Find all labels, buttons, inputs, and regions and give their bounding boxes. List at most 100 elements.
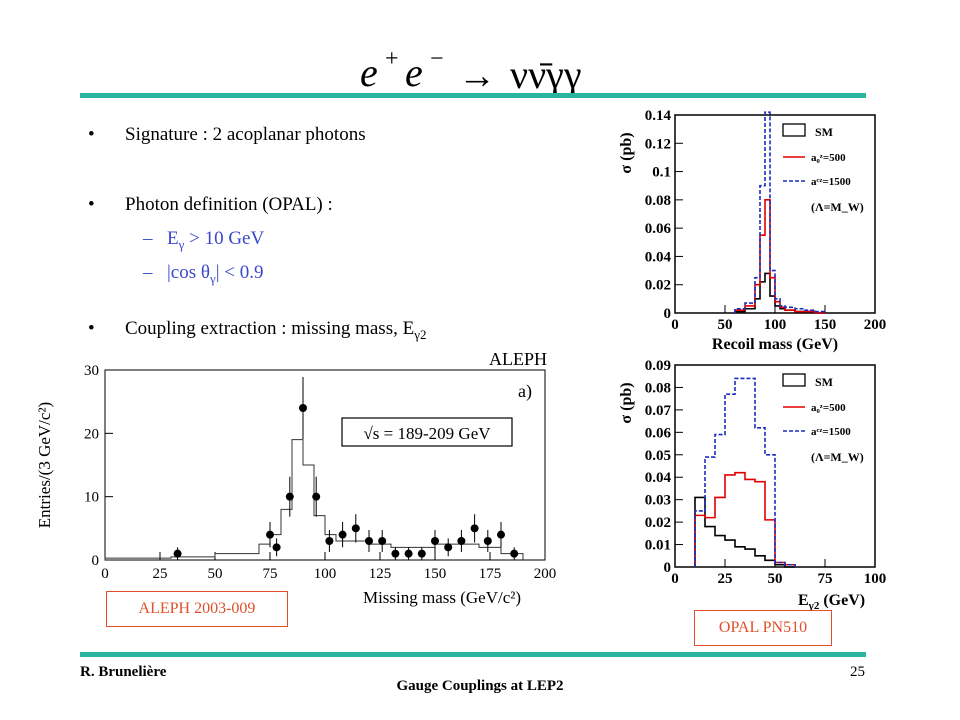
y-tick-label: 0.01 <box>645 538 671 554</box>
x-axis-label: Recoil mass (GeV) <box>712 336 838 353</box>
y-tick-label: 0.04 <box>645 470 672 486</box>
y-tick-label: 0.07 <box>645 403 672 419</box>
mc-histogram <box>104 439 524 560</box>
x-tick-label: 75 <box>263 566 278 582</box>
x-tick-label: 200 <box>864 317 887 333</box>
x-tick-label: 50 <box>208 566 223 582</box>
title-e1: e <box>360 50 378 95</box>
legend-label: SM <box>815 125 833 139</box>
legend-label: aᶜᶻ=1500 <box>811 176 851 188</box>
panel-label: a) <box>518 381 532 402</box>
data-point <box>272 543 281 552</box>
x-tick-label: 50 <box>718 317 733 333</box>
x-tick-label: 0 <box>101 566 109 582</box>
bullet-text-main: Coupling extraction : missing mass, E <box>125 318 415 339</box>
x-tick-label: 150 <box>424 566 447 582</box>
x-tick-label: 100 <box>864 571 887 587</box>
opal-recoil-chart: 0 0.02 0.04 0.06 0.08 0.1 0.12 0.14 0 50 100 150 200… <box>618 108 886 353</box>
footer-title: Gauge Couplings at LEP2 <box>396 678 564 694</box>
aleph-missing-mass-chart: 0 10 20 30 0 25 50 75 100 125 150 175 200 ALEPH a) √s =… <box>35 349 556 607</box>
y-tick-label: 0.09 <box>645 358 671 374</box>
data-point <box>417 549 426 558</box>
y-tick-label: 0.02 <box>645 515 671 531</box>
series-1-histogram <box>734 199 825 314</box>
subbullet-marker: – <box>143 262 153 283</box>
title-rhs: νν̄γγ <box>510 52 582 97</box>
subbullet-subscript: γ <box>209 270 216 286</box>
y-axis-label: Entries/(3 GeV/c²) <box>35 402 54 528</box>
opal-egamma-chart: 0 0.01 0.02 0.03 0.04 0.05 0.06 0.07 0.08 0.09 0 25… <box>618 358 886 612</box>
bullet-marker: • <box>88 194 95 215</box>
annotation-box <box>341 417 513 447</box>
y-tick-label: 20 <box>84 426 99 442</box>
author: R. Brunelière <box>80 664 167 680</box>
data-point <box>431 537 439 545</box>
subbullet-subscript: γ <box>178 236 185 252</box>
x-tick-label: 75 <box>818 571 833 587</box>
aleph-plot: 0 10 20 30 0 25 50 75 100 125 150 175 200 ALEPH a) √s =… <box>35 349 556 607</box>
y-tick-label: 10 <box>84 490 99 506</box>
legend-swatch-sm <box>782 123 806 137</box>
data-point <box>338 530 347 539</box>
data-point <box>497 530 505 539</box>
x-tick-label: 175 <box>479 566 502 582</box>
bullet-text: Photon definition (OPAL) : <box>125 194 333 215</box>
y-tick-label: 0.08 <box>645 193 671 209</box>
data-point <box>510 549 519 558</box>
x-tick-label: 25 <box>153 566 168 582</box>
bullet-marker: • <box>88 124 95 145</box>
y-tick-label: 0.06 <box>645 221 672 237</box>
data-point <box>299 404 307 412</box>
x-tick-label: 125 <box>369 566 392 582</box>
energy-annotation: √s = 189-209 GeV <box>363 424 491 443</box>
data-point <box>483 537 492 545</box>
aleph-reference-label: ALEPH 2003-009 <box>106 591 288 627</box>
data-point <box>391 549 400 558</box>
title-sup1: + <box>385 46 399 72</box>
x-tick-label: 0 <box>671 317 679 333</box>
legend-label: (Λ=M_W) <box>811 450 864 464</box>
y-axis-label: σ (pb) <box>618 132 635 173</box>
y-tick-label: 0 <box>664 306 672 322</box>
x-tick-label: 50 <box>768 571 783 587</box>
opal-egamma-plot: 0 0.01 0.02 0.03 0.04 0.05 0.06 0.07 0.08 0.09 0 25… <box>618 358 886 612</box>
x-tick-label: 100 <box>314 566 337 582</box>
data-point <box>266 530 274 539</box>
y-tick-label: 0.12 <box>645 136 671 152</box>
y-tick-label: 0.08 <box>645 380 671 396</box>
subbullet-prefix: |cos θ <box>167 262 210 283</box>
subbullet-marker: – <box>143 228 153 249</box>
x-axis-label: Eγ2 (GeV) <box>798 592 865 612</box>
top-rule <box>80 93 866 98</box>
x-tick-label: 200 <box>534 566 557 582</box>
series-0-histogram <box>694 496 795 568</box>
subbullet-prefix: E <box>167 228 179 249</box>
data-point <box>312 492 321 501</box>
x-tick-label: 25 <box>718 571 733 587</box>
bullet-text: Coupling extraction : missing mass, Eγ2 <box>125 318 426 343</box>
x-tick-label: 0 <box>671 571 679 587</box>
y-tick-label: 0 <box>664 560 672 576</box>
data-point <box>325 537 334 545</box>
data-point <box>378 537 387 545</box>
legend-label: (Λ=M_W) <box>811 200 864 214</box>
y-axis-label: σ (pb) <box>618 382 635 423</box>
title-e2: e <box>405 50 423 95</box>
bullet-subscript: γ2 <box>414 326 427 342</box>
y-tick-label: 0.06 <box>645 425 672 441</box>
y-tick-label: 0.14 <box>645 108 672 124</box>
title-formula: e + e − → νν̄γγ <box>360 46 582 97</box>
opal-recoil-plot: 0 0.02 0.04 0.06 0.08 0.1 0.12 0.14 0 50 100 150 200… <box>618 108 886 353</box>
title-sup2: − <box>430 46 444 72</box>
data-point <box>351 524 360 533</box>
data-point <box>404 549 413 558</box>
legend-label: a₀ᶻ=500 <box>811 152 846 164</box>
subbullet-text: |cos θγ| < 0.9 <box>167 262 264 287</box>
x-tick-label: 150 <box>814 317 837 333</box>
x-axis-label: Missing mass (GeV/c²) <box>363 588 521 607</box>
y-tick-label: 0.1 <box>652 165 671 181</box>
slide-title: e + e − → νν̄γγ <box>0 28 960 103</box>
data-point <box>365 537 373 545</box>
opal-reference-label: OPAL PN510 <box>694 610 832 646</box>
legend-label: a₀ᶻ=500 <box>811 402 846 414</box>
